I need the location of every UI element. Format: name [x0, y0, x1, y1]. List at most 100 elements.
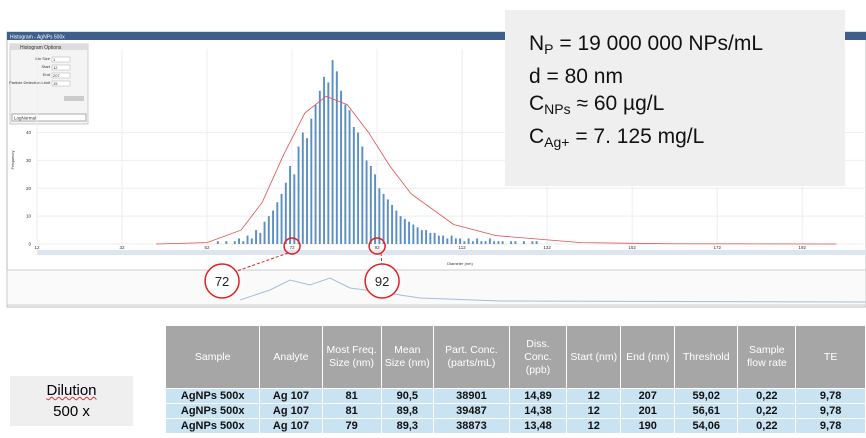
bar: [250, 238, 253, 244]
bar: [535, 241, 538, 244]
field-label: Particle Detection Limit: [9, 80, 51, 85]
table-cell: 81: [321, 388, 382, 404]
bar: [340, 90, 343, 245]
bar: [480, 241, 483, 244]
y-tick-label: 20: [26, 186, 32, 191]
table-cell: 9,78: [795, 403, 866, 419]
bar: [361, 146, 364, 244]
bar: [446, 238, 449, 244]
table-cell: 12: [566, 403, 622, 419]
bar: [263, 221, 266, 244]
window-title: Histogram - AgNPs 500x: [10, 35, 65, 41]
callout-circle: [364, 263, 400, 299]
bar: [259, 232, 262, 244]
bar: [233, 241, 236, 244]
bar: [399, 216, 402, 244]
field-value: 15: [53, 81, 58, 86]
field-label: End: [43, 72, 50, 77]
x-tick-label: 192: [798, 245, 806, 250]
table-row: AgNPs 500x Ag 107 81 90,5 38901 14,89 12 207 59,…: [164, 388, 866, 404]
field-value: 1: [53, 57, 56, 62]
bar: [216, 241, 219, 244]
table-cell: 54,06: [673, 418, 739, 434]
bar: [408, 221, 411, 244]
bar: [255, 230, 258, 244]
bar: [310, 118, 313, 244]
callout-circle: [204, 263, 240, 299]
bar: [331, 60, 334, 245]
bar: [357, 132, 360, 244]
formula-symbol: d = 80 nm: [529, 65, 623, 88]
bar: [412, 224, 415, 244]
column-header: Diss. Conc. (ppb): [508, 325, 568, 389]
fit-select[interactable]: [11, 113, 87, 122]
bar: [429, 232, 432, 244]
formula-line: NP = 19 000 000 NPs/mL: [529, 30, 845, 63]
table-cell: 89,8: [380, 403, 434, 419]
y-tick-label: 30: [26, 158, 32, 163]
formula-subscript: NPs: [544, 101, 571, 117]
bar: [293, 174, 296, 244]
formula-value: ≈ 60 µg/L: [570, 92, 665, 115]
bar: [238, 238, 240, 244]
results-table: Sample Analyte Most Freq. Size (nm) Mean Si…: [164, 325, 866, 434]
bar: [272, 210, 275, 244]
bar: [395, 210, 398, 244]
bar: [437, 235, 440, 244]
table-cell: AgNPs 500x: [164, 388, 261, 404]
bar: [280, 193, 283, 244]
table-cell: 59,02: [673, 388, 739, 404]
table-cell: Ag 107: [259, 418, 323, 434]
table-cell: 207: [620, 388, 675, 404]
bar: [301, 132, 304, 244]
x-tick-label: 172: [713, 245, 721, 250]
bar: [335, 71, 338, 245]
formula-value: = 19 000 000 NPs/mL: [553, 32, 764, 55]
bar: [425, 230, 428, 244]
bar: [323, 76, 326, 244]
bar: [276, 202, 279, 244]
column-header: Most Freq. Size (nm): [321, 325, 382, 389]
table-cell: 12: [566, 418, 622, 434]
table-cell: 90,5: [380, 388, 434, 404]
bar: [382, 193, 385, 244]
field-input: [51, 80, 71, 87]
bar: [497, 241, 500, 244]
formula-line: CAg+ = 7. 125 mg/L: [529, 123, 845, 156]
y-axis-label: Frequency: [10, 151, 15, 170]
column-header: Part. Conc. (parts/mL): [432, 325, 510, 389]
fit-label: LogNormal: [14, 116, 36, 121]
bar: [267, 216, 270, 244]
field-label: Bin Size: [35, 56, 50, 61]
y-tick-label: 10: [26, 214, 32, 219]
bar: [454, 238, 457, 244]
table-cell: Ag 107: [259, 403, 323, 419]
bar: [378, 188, 381, 244]
formula-subscript: P: [544, 41, 554, 57]
bar: [374, 174, 377, 244]
bar: [318, 90, 321, 245]
bar: [471, 241, 474, 244]
table-cell: 38873: [432, 418, 510, 434]
dilution-value: 500 x: [53, 403, 90, 420]
bar: [314, 104, 317, 244]
scrollbar[interactable]: [37, 250, 866, 255]
field-value: 207: [53, 73, 60, 78]
y-tick-label: 40: [26, 130, 32, 135]
table-cell: AgNPs 500x: [164, 418, 261, 434]
x-tick-label: 152: [628, 245, 636, 250]
bar: [391, 205, 394, 244]
bar: [246, 235, 249, 244]
formula-box: NP = 19 000 000 NPs/mL d = 80 nm CNPs ≈ 60…: [505, 10, 845, 186]
callout-label: 72: [215, 274, 229, 289]
apply-button[interactable]: [64, 96, 84, 101]
table-row: AgNPs 500x Ag 107 79 89,3 38873 13,48 12 190 54,…: [164, 418, 866, 434]
bar: [484, 241, 487, 244]
table-cell: 38901: [432, 388, 510, 404]
table-cell: AgNPs 500x: [164, 403, 261, 419]
options-panel: [9, 43, 89, 125]
bar: [501, 241, 504, 244]
column-header: End (nm): [620, 325, 675, 389]
column-header: Start (nm): [566, 325, 622, 389]
